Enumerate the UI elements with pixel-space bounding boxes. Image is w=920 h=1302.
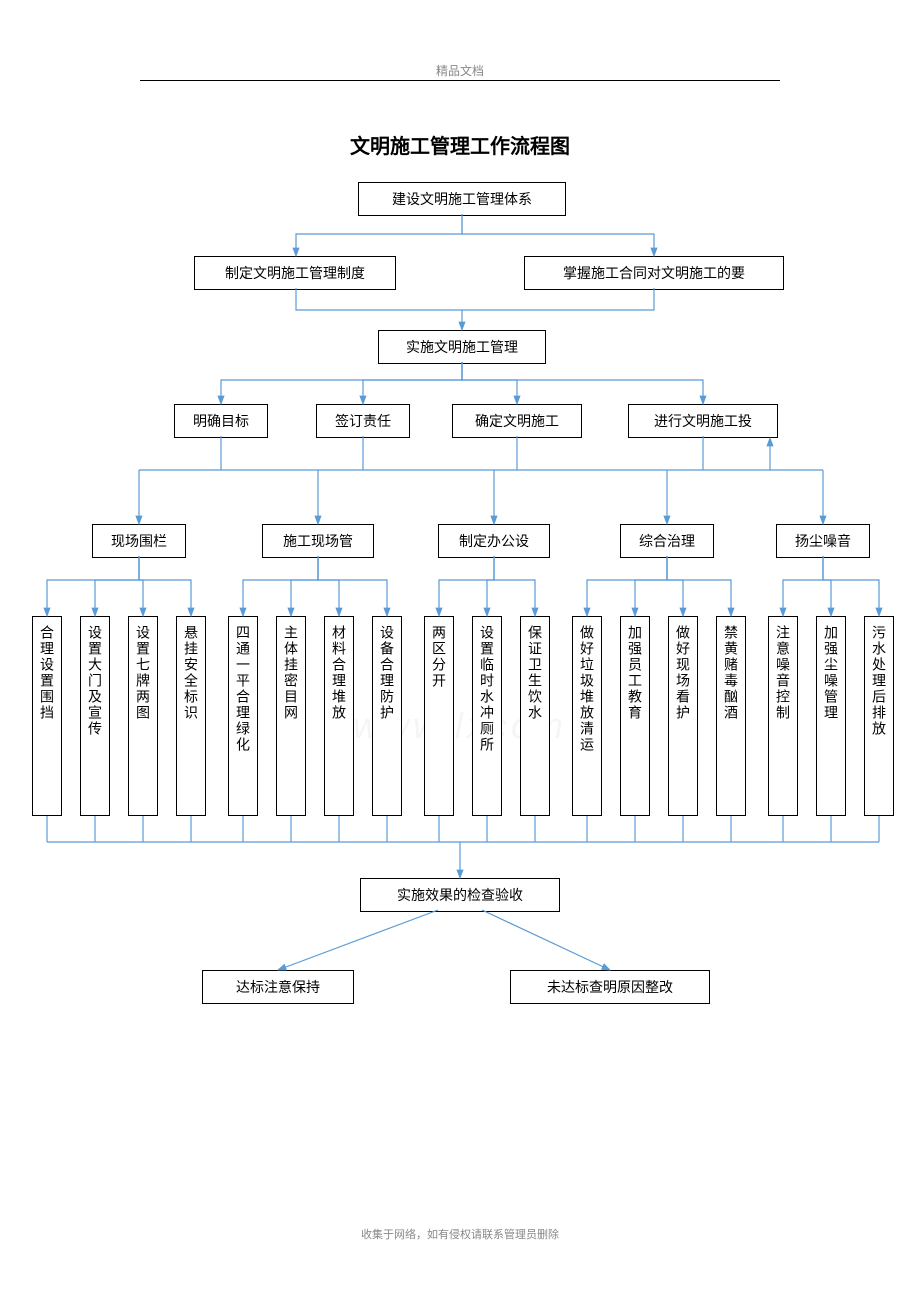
node-l5e: 扬尘噪音 xyxy=(776,524,870,558)
vnode-label: 四通一平合理绿化 xyxy=(233,625,253,753)
vnode-label: 设置大门及宣传 xyxy=(85,625,105,737)
vnode-label: 做好现场看护 xyxy=(673,625,693,721)
node-label: 明确目标 xyxy=(193,411,249,431)
vnode-15: 禁黄赌毒酗酒 xyxy=(716,616,746,816)
diagram-title: 文明施工管理工作流程图 xyxy=(350,130,570,159)
node-label: 掌握施工合同对文明施工的要 xyxy=(563,263,745,283)
vnode-label: 加强员工教育 xyxy=(625,625,645,721)
header-underline xyxy=(140,80,780,81)
node-l5d: 综合治理 xyxy=(620,524,714,558)
vnode-label: 禁黄赌毒酗酒 xyxy=(721,625,741,721)
vnode-4: 悬挂安全标识 xyxy=(176,616,206,816)
vnode-2: 设置大门及宣传 xyxy=(80,616,110,816)
node-pass: 达标注意保持 xyxy=(202,970,354,1004)
node-label: 进行文明施工投 xyxy=(654,411,752,431)
node-label: 实施效果的检查验收 xyxy=(397,885,523,905)
page-footer: 收集于网络，如有侵权请联系管理员删除 xyxy=(361,1226,559,1242)
vnode-label: 主体挂密目网 xyxy=(281,625,301,721)
node-l4b: 签订责任 xyxy=(316,404,410,438)
vnode-9: 两区分开 xyxy=(424,616,454,816)
node-root: 建设文明施工管理体系 xyxy=(358,182,566,216)
node-check: 实施效果的检查验收 xyxy=(360,878,560,912)
node-label: 实施文明施工管理 xyxy=(406,337,518,357)
vnode-label: 悬挂安全标识 xyxy=(181,625,201,721)
vnode-label: 做好垃圾堆放清运 xyxy=(577,625,597,753)
vnode-6: 主体挂密目网 xyxy=(276,616,306,816)
vnode-label: 材料合理堆放 xyxy=(329,625,349,721)
node-l2b: 掌握施工合同对文明施工的要 xyxy=(524,256,784,290)
node-label: 现场围栏 xyxy=(111,531,167,551)
node-label: 施工现场管 xyxy=(283,531,353,551)
vnode-5: 四通一平合理绿化 xyxy=(228,616,258,816)
page-header: 精品文档 xyxy=(436,62,484,79)
vnode-18: 污水处理后排放 xyxy=(864,616,894,816)
vnode-8: 设备合理防护 xyxy=(372,616,402,816)
vnode-13: 加强员工教育 xyxy=(620,616,650,816)
node-l5c: 制定办公设 xyxy=(438,524,550,558)
node-label: 达标注意保持 xyxy=(236,977,320,997)
node-label: 签订责任 xyxy=(335,411,391,431)
node-label: 制定文明施工管理制度 xyxy=(225,263,365,283)
node-l4c: 确定文明施工 xyxy=(452,404,582,438)
vnode-label: 合理设置围挡 xyxy=(37,625,57,721)
node-l2a: 制定文明施工管理制度 xyxy=(194,256,396,290)
node-l4a: 明确目标 xyxy=(174,404,268,438)
node-label: 确定文明施工 xyxy=(475,411,559,431)
vnode-16: 注意噪音控制 xyxy=(768,616,798,816)
vnode-label: 加强尘噪管理 xyxy=(821,625,841,721)
node-label: 建设文明施工管理体系 xyxy=(392,189,532,209)
vnode-label: 两区分开 xyxy=(429,625,449,689)
vnode-10: 设置临时水冲厕所 xyxy=(472,616,502,816)
node-l3: 实施文明施工管理 xyxy=(378,330,546,364)
vnode-label: 设置临时水冲厕所 xyxy=(477,625,497,753)
node-l5b: 施工现场管 xyxy=(262,524,374,558)
vnode-17: 加强尘噪管理 xyxy=(816,616,846,816)
vnode-11: 保证卫生饮水 xyxy=(520,616,550,816)
node-label: 未达标查明原因整改 xyxy=(547,977,673,997)
vnode-label: 设置七牌两图 xyxy=(133,625,153,721)
node-l5a: 现场围栏 xyxy=(92,524,186,558)
vnode-label: 保证卫生饮水 xyxy=(525,625,545,721)
node-label: 制定办公设 xyxy=(459,531,529,551)
node-label: 综合治理 xyxy=(639,531,695,551)
node-label: 扬尘噪音 xyxy=(795,531,851,551)
vnode-label: 注意噪音控制 xyxy=(773,625,793,721)
node-fail: 未达标查明原因整改 xyxy=(510,970,710,1004)
vnode-3: 设置七牌两图 xyxy=(128,616,158,816)
vnode-14: 做好现场看护 xyxy=(668,616,698,816)
vnode-label: 设备合理防护 xyxy=(377,625,397,721)
vnode-1: 合理设置围挡 xyxy=(32,616,62,816)
node-l4d: 进行文明施工投 xyxy=(628,404,778,438)
vnode-12: 做好垃圾堆放清运 xyxy=(572,616,602,816)
vnode-label: 污水处理后排放 xyxy=(869,625,889,737)
vnode-7: 材料合理堆放 xyxy=(324,616,354,816)
